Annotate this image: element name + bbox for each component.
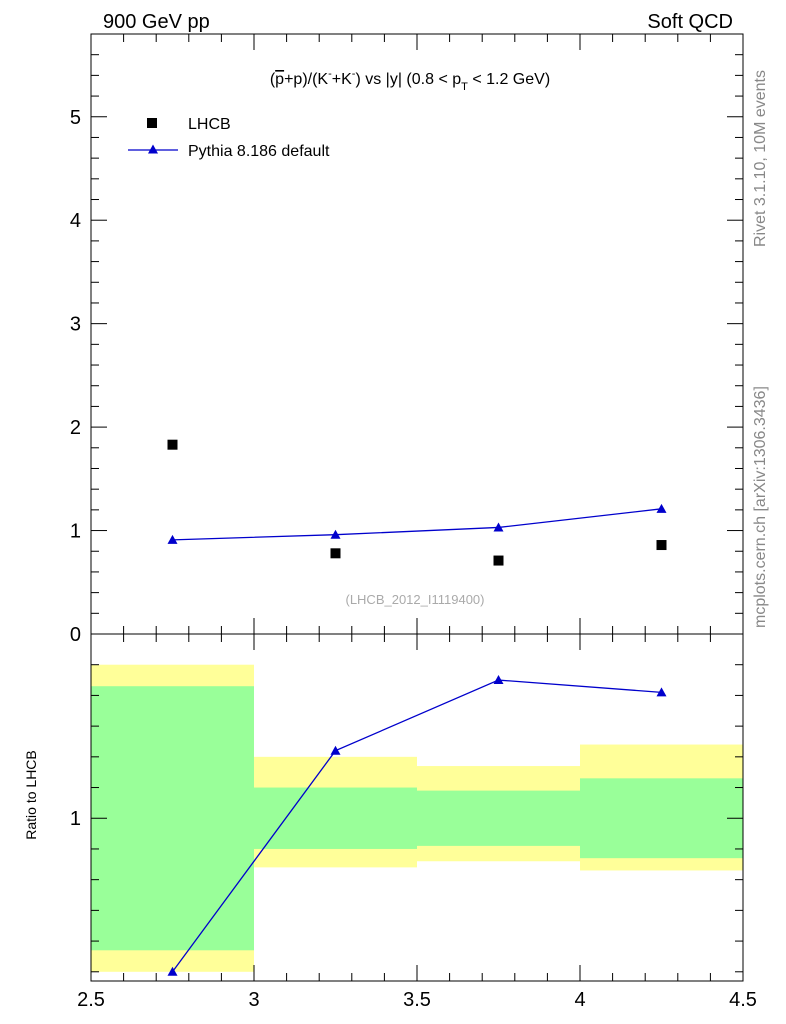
legend-marker-lhcb: [147, 118, 157, 128]
x-tick-label: 4.5: [729, 989, 757, 1011]
pythia-ratio-point-0: [167, 966, 178, 976]
pythia-ratio-point-3: [656, 687, 667, 697]
analysis-watermark: (LHCB_2012_I1119400): [345, 592, 484, 607]
x-tick-label: 3.5: [403, 989, 431, 1011]
lhcb-point-1: [330, 548, 341, 559]
axes: 2.5 3 3.5 4 4.5 0 1 2 3 4 5 1: [70, 33, 757, 1011]
plot-title: (p+p)/(K-+K-) vs |y| (0.8 < pT < 1.2 GeV…: [270, 68, 550, 93]
x-tick-label: 2.5: [77, 989, 105, 1011]
x-tick-label: 3: [248, 989, 259, 1011]
ratio-band-inner-3: [580, 778, 743, 859]
pythia-point-1: [330, 529, 341, 539]
category-label: Soft QCD: [647, 11, 733, 33]
pythia-ratio-line: [171, 679, 662, 973]
main-y-tick-label: 1: [70, 521, 81, 543]
pythia-point-3: [656, 503, 667, 513]
lhcb-point-0: [167, 439, 178, 450]
main-y-tick-label: 5: [70, 107, 81, 129]
lhcb-point-3: [656, 540, 667, 551]
ratio-band-inner-1: [254, 787, 417, 849]
ratio-band-inner-0: [91, 686, 254, 951]
energy-label: 900 GeV pp: [103, 11, 210, 33]
main-y-tick-label: 4: [70, 210, 81, 232]
ratio-y-axis-label: Ratio to LHCB: [23, 750, 39, 839]
pythia-ratio-point-2: [493, 675, 504, 685]
legend-label-lhcb: LHCB: [188, 116, 231, 133]
ratio-bands: [91, 664, 743, 972]
legend-marker-pythia: [148, 144, 158, 154]
x-tick-label: 4: [574, 989, 585, 1011]
main-y-tick-label: 0: [70, 624, 81, 646]
ratio-plot-marks: [167, 675, 667, 976]
ratio-y-tick-label: 1: [70, 808, 81, 830]
pythia-point-2: [493, 522, 504, 532]
pythia-point-0: [167, 534, 178, 544]
main-y-tick-label: 3: [70, 314, 81, 336]
mcplots-info: mcplots.cern.ch [arXiv:1306.3436]: [752, 386, 769, 628]
lhcb-point-2: [493, 555, 504, 566]
pythia-line: [172, 508, 662, 541]
legend-label-pythia: Pythia 8.186 default: [188, 143, 330, 160]
pythia-ratio-point-1: [330, 745, 341, 755]
main-y-tick-label: 2: [70, 417, 81, 439]
ratio-band-inner-2: [417, 790, 580, 846]
rivet-info: Rivet 3.1.10, 10M events: [752, 70, 769, 247]
main-plot-marks: [167, 439, 667, 566]
